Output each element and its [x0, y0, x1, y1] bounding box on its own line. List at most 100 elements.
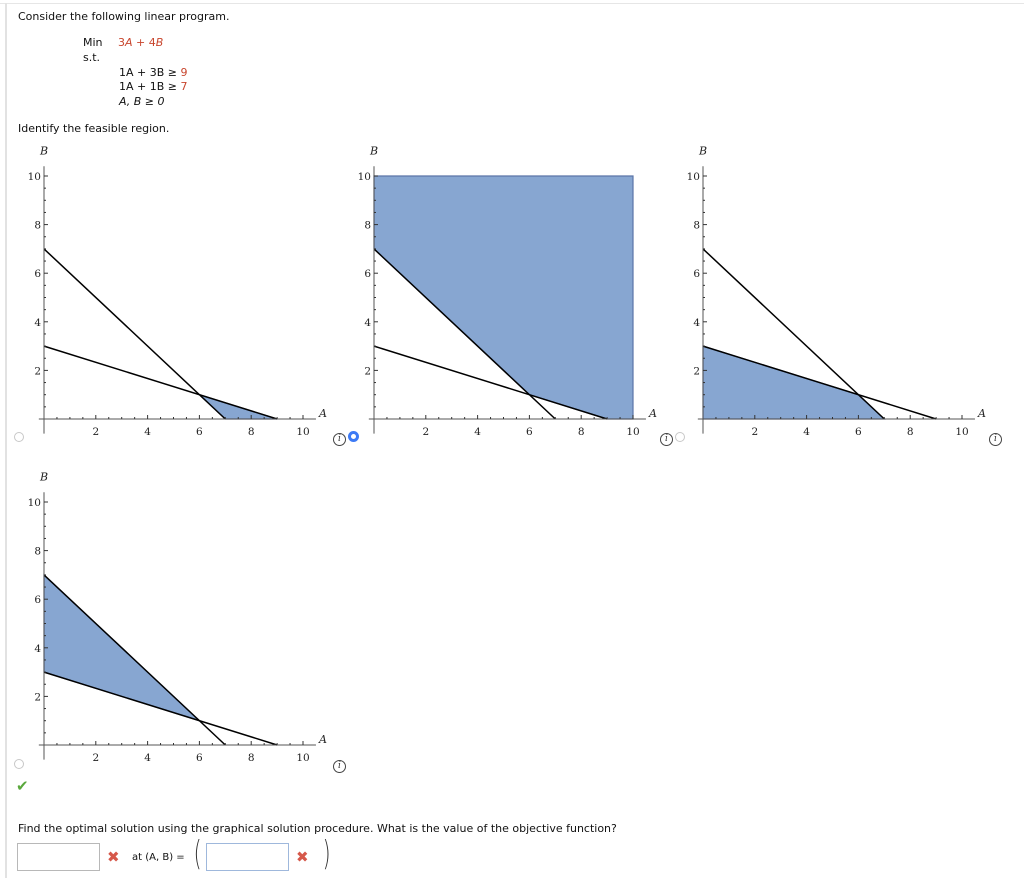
x-axis-label: A [318, 733, 327, 746]
y-tick-label: 8 [34, 220, 41, 232]
question-feasible-region: Identify the feasible region. [18, 122, 170, 135]
y-tick-label: 4 [693, 317, 700, 329]
x-tick-label: 10 [296, 752, 309, 764]
y-axis-label: B [39, 144, 48, 157]
constraint-1-lhs-a: 1A [119, 66, 134, 79]
x-tick-label: 10 [626, 426, 639, 438]
y-axis-label: B [369, 144, 378, 157]
y-tick-label: 2 [364, 365, 371, 377]
y-tick-label: 10 [358, 171, 371, 183]
left-border [5, 3, 7, 878]
objective-var-a: A [125, 36, 133, 49]
at-point-label: at (A, B) = [132, 852, 185, 863]
constraint-line-1 [373, 345, 608, 420]
constraint-2-lhs-a: 1A [119, 80, 134, 93]
option-4-radio[interactable] [14, 759, 24, 769]
constraint-2-rhs: 7 [180, 80, 188, 93]
option-4-info-icon[interactable]: i [333, 760, 346, 773]
objective-var-b: B [155, 36, 164, 49]
x-tick-label: 6 [526, 426, 533, 438]
y-tick-label: 4 [34, 643, 41, 655]
graph-option-3: 2 4 6 8 10 2 4 6 8 10 A B [673, 139, 986, 443]
x-axis-label: A [318, 407, 327, 420]
objective-plus: + [136, 36, 146, 49]
objective-coef-b: 4 [148, 36, 156, 49]
y-tick-label: 8 [693, 220, 700, 232]
y-tick-label: 2 [693, 365, 700, 377]
y-axis-label: B [39, 470, 48, 483]
x-tick-label: 4 [144, 752, 151, 764]
constraint-2-plus: + [137, 80, 147, 93]
point-input[interactable] [206, 843, 289, 871]
constraint-2-op: ≥ [167, 80, 178, 93]
option-2-info-icon[interactable]: i [660, 433, 673, 446]
x-tick-label: 10 [296, 426, 309, 438]
y-tick-label: 10 [28, 171, 41, 183]
graph-option-2: 2 4 6 8 10 2 4 6 8 10 A B [344, 139, 657, 443]
intro-text: Consider the following linear program. [18, 10, 230, 23]
x-tick-label: 2 [422, 426, 429, 438]
constraint-line-1 [702, 345, 937, 420]
objective-label: Min [83, 36, 103, 49]
y-tick-label: 6 [34, 594, 41, 606]
graph-option-1: 2 4 6 8 10 2 4 6 8 10 A B [14, 139, 327, 443]
constraint-1-rhs: 9 [180, 66, 188, 79]
objective-function: 3A + 4B [118, 36, 163, 49]
option-1-radio[interactable] [14, 432, 24, 442]
constraint-1-plus: + [137, 66, 147, 79]
x-tick-label: 8 [907, 426, 914, 438]
x-tick-label: 2 [751, 426, 758, 438]
constraint-2: 1A + 1B ≥ 7 [119, 80, 188, 93]
option-1-info-icon[interactable]: i [333, 433, 346, 446]
option-2-radio[interactable] [348, 431, 359, 442]
option-3-info-icon[interactable]: i [989, 433, 1002, 446]
x-tick-label: 4 [474, 426, 481, 438]
feasible-region [373, 175, 634, 420]
x-tick-label: 4 [144, 426, 151, 438]
y-tick-label: 6 [693, 268, 700, 280]
x-tick-label: 2 [92, 426, 99, 438]
y-tick-label: 4 [364, 317, 371, 329]
y-tick-label: 6 [34, 268, 41, 280]
constraint-line-2 [43, 574, 226, 746]
objective-value-input[interactable] [17, 843, 100, 871]
y-tick-label: 8 [34, 546, 41, 558]
subject-to-label: s.t. [83, 51, 101, 64]
x-tick-label: 6 [855, 426, 862, 438]
x-axis-label: A [977, 407, 986, 420]
x-tick-label: 6 [196, 752, 203, 764]
x-tick-label: 8 [248, 426, 255, 438]
x-axis-label: A [648, 407, 657, 420]
point-incorrect-icon: ✖ [296, 848, 309, 866]
x-tick-label: 4 [803, 426, 810, 438]
constraint-line-2 [43, 248, 226, 420]
constraint-line-2 [702, 248, 885, 420]
y-tick-label: 2 [34, 365, 41, 377]
objective-incorrect-icon: ✖ [107, 848, 120, 866]
y-tick-label: 2 [34, 691, 41, 703]
constraint-line-2 [373, 248, 556, 420]
constraint-1-lhs-b: 3B [149, 66, 165, 79]
x-tick-label: 8 [578, 426, 585, 438]
constraint-line-1 [43, 345, 278, 420]
y-axis-label: B [698, 144, 707, 157]
constraint-1-op: ≥ [167, 66, 178, 79]
y-tick-label: 10 [687, 171, 700, 183]
constraint-2-lhs-b: 1B [149, 80, 165, 93]
x-tick-label: 6 [196, 426, 203, 438]
correct-check-icon: ✔ [16, 777, 29, 795]
x-tick-label: 2 [92, 752, 99, 764]
nonnegativity-constraint: A, B ≥ 0 [119, 95, 165, 108]
y-tick-label: 6 [364, 268, 371, 280]
graph-option-4: 2 4 6 8 10 2 4 6 8 10 A B [14, 465, 327, 769]
top-divider [0, 3, 1024, 4]
left-paren: ( [193, 834, 202, 874]
x-tick-label: 10 [955, 426, 968, 438]
y-tick-label: 10 [28, 497, 41, 509]
feasible-region [702, 345, 886, 420]
question-optimal-solution: Find the optimal solution using the grap… [18, 822, 617, 835]
constraint-1: 1A + 3B ≥ 9 [119, 66, 188, 79]
y-tick-label: 8 [364, 220, 371, 232]
option-3-radio[interactable] [675, 432, 685, 442]
y-tick-label: 4 [34, 317, 41, 329]
